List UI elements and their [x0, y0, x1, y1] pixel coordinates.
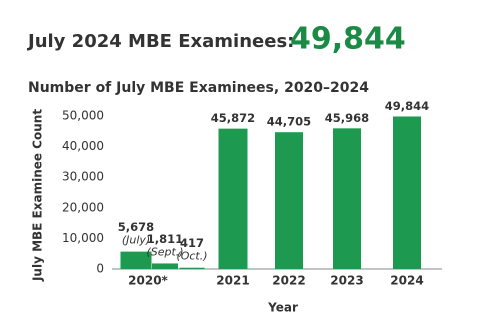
headline: July 2024 MBE Examinees:	[26, 31, 294, 52]
value-label: 44,705	[267, 115, 311, 129]
bar	[333, 128, 361, 269]
y-tick-label: 30,000	[62, 170, 104, 184]
value-note: (Oct.)	[176, 250, 207, 263]
value-label: 49,844	[385, 99, 429, 113]
x-tick-label: 2021	[216, 274, 249, 288]
y-tick-label: 20,000	[62, 200, 104, 214]
bar	[152, 263, 178, 269]
value-label: 45,872	[211, 111, 255, 125]
x-tick-label: 2022	[272, 274, 305, 288]
value-label: 5,678	[118, 220, 154, 234]
value-note: (July)	[122, 234, 150, 247]
value-label: 45,968	[325, 111, 369, 125]
x-tick-label: 2024	[390, 274, 423, 288]
bar	[120, 251, 152, 269]
value-label: 1,811	[147, 232, 183, 246]
bar	[275, 132, 303, 269]
x-tick-label: 2023	[330, 274, 363, 288]
bar	[393, 116, 421, 270]
y-axis-label: July MBE Examinee Count	[31, 109, 45, 282]
y-tick-label: 40,000	[62, 139, 104, 153]
y-tick-label: 10,000	[62, 231, 104, 245]
value-note: (Sept.)	[146, 245, 183, 258]
y-tick-label: 50,000	[62, 109, 104, 123]
bar	[218, 128, 248, 269]
chart-title: Number of July MBE Examinees, 2020–2024	[28, 80, 369, 96]
y-tick-label: 0	[96, 262, 104, 276]
x-tick-label: 2020*	[128, 274, 168, 288]
value-label: 417	[180, 236, 204, 250]
bar	[179, 267, 205, 269]
headline-value: 49,844	[290, 22, 406, 57]
x-axis-label: Year	[267, 301, 298, 315]
